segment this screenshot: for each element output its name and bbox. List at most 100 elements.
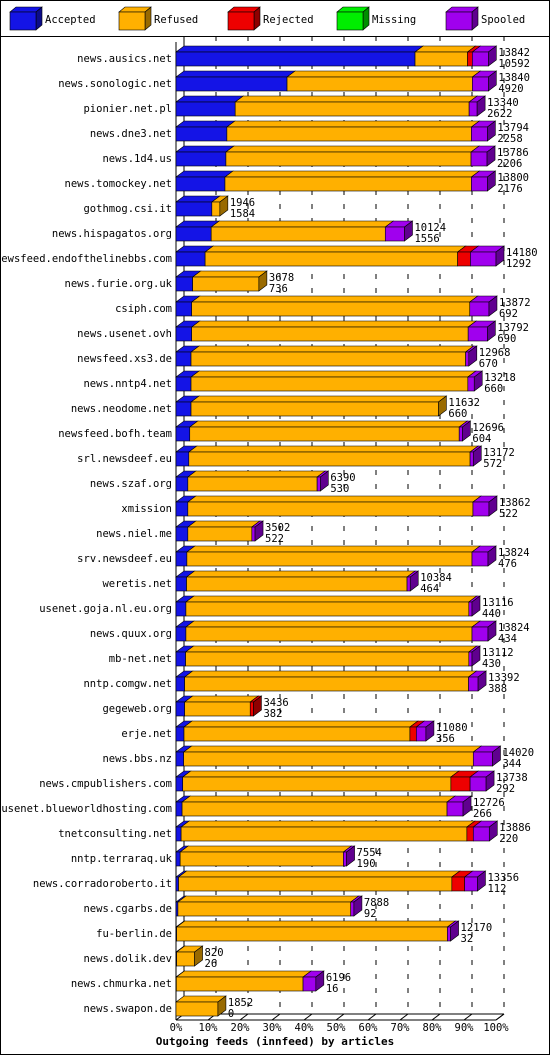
- bar-side: [476, 95, 486, 117]
- bar-top: [183, 720, 419, 728]
- bar: [190, 401, 439, 417]
- y-tick-label: news.szaf.org: [90, 478, 172, 490]
- x-tick: [463, 1013, 473, 1021]
- bar: [343, 851, 347, 867]
- bar-side: [487, 545, 497, 567]
- bar: [226, 126, 472, 142]
- bar-segment: [182, 745, 483, 767]
- bar-segment: [190, 395, 448, 417]
- y-tick-label: srv.newsdeef.eu: [77, 553, 172, 565]
- bar-segment: [175, 220, 221, 242]
- y-tick-label: usenet.blueworldhosting.com: [1, 803, 172, 815]
- accepted-label: 522: [499, 508, 518, 520]
- bar-top: [186, 495, 482, 503]
- bar: [175, 201, 213, 217]
- accepted-label: 522: [265, 533, 284, 545]
- bar-top: [225, 120, 481, 128]
- bar-top: [191, 270, 268, 278]
- bar-side: [450, 920, 459, 942]
- accepted-label: 388: [488, 683, 507, 695]
- bar-top: [190, 370, 477, 378]
- accepted-label: 736: [269, 283, 288, 295]
- bar: [175, 826, 182, 842]
- bar-top: [182, 745, 483, 753]
- bar: [470, 151, 488, 167]
- bar: [451, 876, 465, 892]
- bar: [414, 51, 468, 67]
- accepted-label: 190: [357, 858, 376, 870]
- bar: [175, 51, 416, 67]
- bar: [471, 176, 488, 192]
- total-label: 6196: [326, 972, 351, 984]
- bar-side: [194, 945, 203, 967]
- accepted-label: 356: [436, 733, 455, 745]
- y-tick-label: news.neodome.net: [71, 403, 172, 415]
- accepted-label: 344: [502, 758, 521, 770]
- bar-segment: [175, 920, 457, 942]
- x-tick: [303, 1013, 313, 1021]
- accepted-label: 1584: [230, 208, 255, 220]
- y-tick-label: news.usenet.ovh: [77, 328, 172, 340]
- x-tick-label: 50%: [327, 1022, 347, 1034]
- bar-segment: [302, 970, 325, 992]
- accepted-label: 430: [482, 658, 501, 670]
- y-tick-label: news.cgarbs.de: [83, 903, 172, 915]
- bar-top: [225, 145, 480, 153]
- y-tick-label: weretis.net: [102, 578, 172, 590]
- bar: [190, 376, 469, 392]
- y-tick-label: news.chmurka.net: [71, 978, 172, 990]
- bar: [175, 776, 184, 792]
- bar-segment: [185, 570, 416, 592]
- bar: [175, 426, 191, 442]
- bar-side: [487, 620, 497, 642]
- accepted-label: 2258: [497, 133, 522, 145]
- bar: [175, 551, 188, 567]
- total-label: 14180: [506, 247, 538, 259]
- y-tick-label: nntp.comgw.net: [83, 678, 172, 690]
- legend-label: Rejected: [263, 14, 314, 26]
- bar-segment: [472, 820, 499, 842]
- accepted-label: 440: [482, 608, 501, 620]
- y-tick-label: newsfeed.endofthelinebbs.com: [0, 253, 172, 265]
- bar-top: [180, 820, 476, 828]
- bar-segment: [175, 370, 200, 392]
- bar: [450, 776, 471, 792]
- bar: [204, 251, 458, 267]
- legend-label: Accepted: [45, 14, 96, 26]
- total-label: 13872: [499, 297, 531, 309]
- bar-top: [175, 970, 312, 978]
- y-tick-label: news.niel.me: [96, 528, 172, 540]
- total-label: 13116: [482, 597, 514, 609]
- bar-segment: [234, 95, 479, 117]
- total-label: 11632: [448, 397, 480, 409]
- bar: [175, 126, 228, 142]
- x-tick: [399, 1013, 409, 1021]
- bar: [184, 676, 469, 692]
- legend-swatch: [118, 11, 146, 31]
- bar-segment: [175, 995, 227, 1017]
- y-tick-label: gothmog.csi.it: [83, 203, 172, 215]
- bar: [466, 826, 474, 842]
- legend-item: Accepted: [9, 6, 96, 31]
- bar-segment: [183, 695, 260, 717]
- bar: [175, 276, 193, 292]
- bar: [468, 101, 478, 117]
- bar: [468, 676, 479, 692]
- bar-side: [425, 720, 435, 742]
- bar-segment: [175, 945, 204, 967]
- bar: [350, 901, 355, 917]
- bar-segment: [177, 895, 360, 917]
- accepted-label: 112: [487, 883, 506, 895]
- bar-top: [177, 870, 461, 878]
- bar-segment: [175, 170, 234, 192]
- bar: [175, 351, 192, 367]
- total-label: 820: [205, 947, 224, 959]
- x-tick-label: 0%: [170, 1022, 183, 1034]
- bar-side: [488, 820, 498, 842]
- bar-segment: [175, 195, 221, 217]
- total-label: 3678: [269, 272, 294, 284]
- bar-side: [219, 195, 229, 217]
- bar-side: [253, 695, 262, 717]
- legend-swatch: [9, 11, 37, 31]
- bar: [187, 526, 253, 542]
